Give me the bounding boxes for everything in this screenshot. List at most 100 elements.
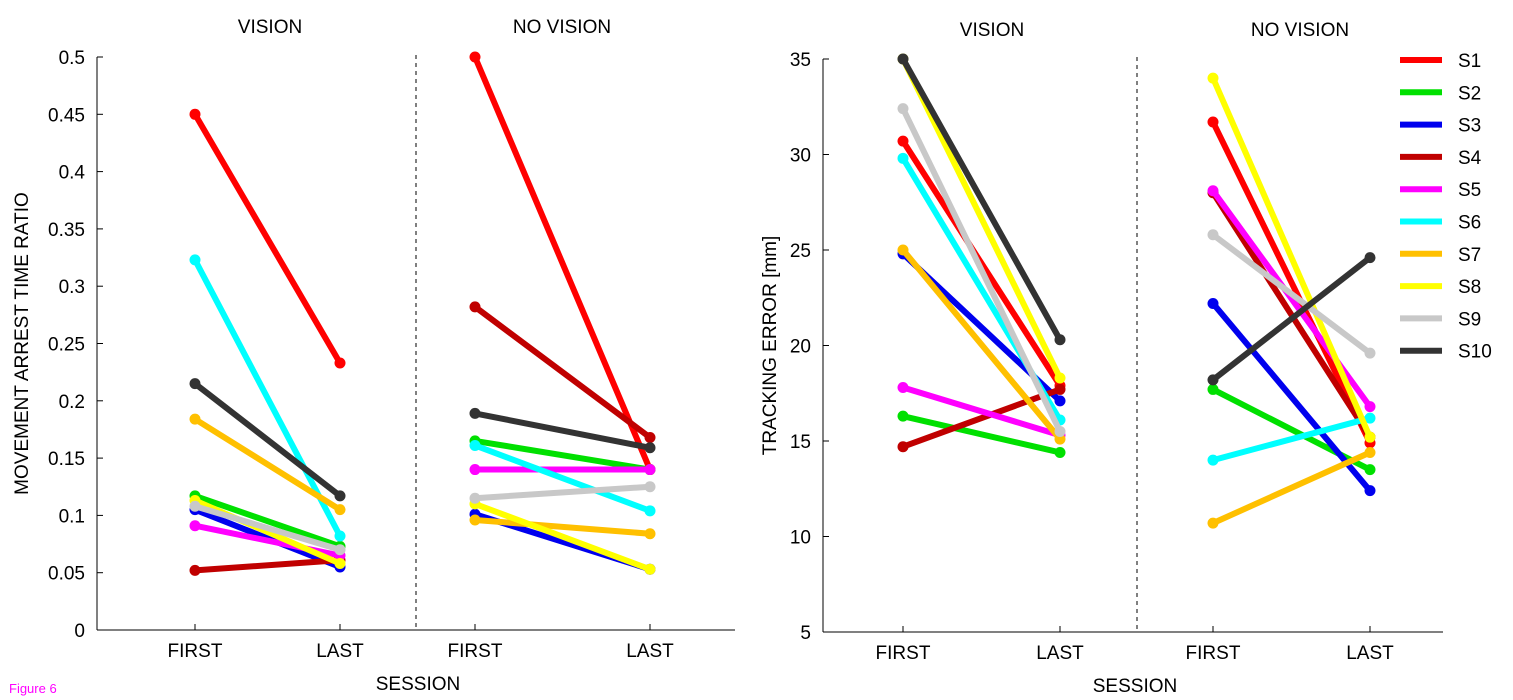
y-tick-label: 25: [790, 241, 811, 262]
y-tick-label: 0.4: [59, 163, 86, 184]
legend: S1 S2 S3 S4 S5 S6 S7 S8 S9 S10: [1400, 51, 1492, 363]
series-line-s7: [900, 247, 1063, 443]
x-tick-label: LAST: [626, 641, 674, 662]
data-point-s6: [189, 254, 201, 266]
data-point-s4: [469, 301, 481, 313]
data-point-s9: [1054, 425, 1066, 437]
data-point-s9: [1364, 347, 1376, 359]
series-line-s9: [192, 503, 343, 553]
y-tick-label: 5: [800, 623, 811, 644]
data-point-s3: [1054, 395, 1066, 407]
data-point-s5: [189, 520, 201, 532]
legend-label-s7: S7: [1458, 245, 1481, 266]
y-tick-label: 0: [74, 621, 85, 642]
series-line-s6: [472, 442, 653, 514]
data-point-s9: [469, 492, 481, 504]
y-tick-label: 0.3: [59, 277, 85, 298]
series-line-s3: [1210, 300, 1373, 494]
series-line-s10: [900, 56, 1063, 343]
data-point-s8: [1207, 72, 1219, 84]
series-line-s4: [472, 303, 653, 441]
data-point-s1: [334, 357, 346, 369]
y-tick-label: 10: [790, 528, 811, 549]
x-tick-label: FIRST: [168, 641, 223, 662]
legend-label-s5: S5: [1458, 180, 1481, 201]
x-tick-label: LAST: [316, 641, 364, 662]
data-point-s5: [469, 464, 481, 476]
condition-label: VISION: [960, 20, 1024, 41]
series-line-s4: [900, 386, 1063, 450]
series-line-s6: [192, 256, 343, 540]
series-line-s8: [472, 500, 653, 573]
figure-caption: Figure 6: [9, 681, 57, 696]
data-point-s4: [1054, 383, 1066, 395]
y-tick-label: 35: [790, 50, 811, 71]
data-point-s7: [1054, 433, 1066, 445]
series-line-s4: [1210, 189, 1373, 441]
x-axis-label: SESSION: [376, 674, 460, 695]
series-line-s8: [900, 56, 1063, 381]
data-point-s6: [1207, 454, 1219, 466]
series-line-s1: [472, 54, 653, 473]
series-line-s2: [900, 413, 1063, 456]
y-tick-label: 0.05: [48, 564, 85, 585]
data-point-s7: [644, 528, 656, 540]
data-point-s5: [644, 464, 656, 476]
data-point-s10: [644, 442, 656, 454]
data-point-s8: [644, 563, 656, 575]
legend-label-s3: S3: [1458, 116, 1481, 137]
data-point-s6: [1364, 412, 1376, 424]
series-line-s7: [192, 416, 343, 513]
condition-label: VISION: [238, 17, 302, 38]
y-tick-label: 15: [790, 432, 811, 453]
data-point-s10: [897, 53, 909, 65]
data-point-s9: [189, 500, 201, 512]
data-point-s1: [189, 108, 201, 120]
y-tick-label: 0.5: [59, 48, 85, 69]
data-point-s4: [644, 431, 656, 443]
condition-label: NO VISION: [513, 17, 611, 38]
data-point-s5: [897, 382, 909, 394]
condition-label: NO VISION: [1251, 20, 1349, 41]
x-tick-label: LAST: [1036, 643, 1084, 664]
data-point-s9: [1207, 229, 1219, 241]
data-point-s7: [189, 413, 201, 425]
data-point-s2: [897, 410, 909, 422]
y-axis-label: MOVEMENT ARREST TIME RATIO: [12, 192, 33, 495]
data-point-s3: [1364, 485, 1376, 497]
y-tick-label: 0.1: [59, 506, 85, 527]
data-point-s10: [334, 490, 346, 502]
series-line-s10: [1210, 254, 1373, 383]
data-point-s6: [644, 505, 656, 517]
data-point-s8: [334, 558, 346, 570]
legend-label-s10: S10: [1458, 342, 1492, 363]
series-line-s9: [1210, 231, 1373, 357]
data-point-s7: [1207, 517, 1219, 529]
data-point-s7: [469, 514, 481, 526]
series-line-s5: [1210, 187, 1373, 410]
data-point-s7: [334, 504, 346, 516]
chart-tracking-error: 5 10 15 20 25 30 35 TRACKING ERROR [mm] SESSION V…: [760, 20, 1443, 697]
legend-label-s2: S2: [1458, 83, 1481, 104]
series-line-s10: [472, 410, 653, 451]
series-line-s1: [192, 111, 343, 366]
y-tick-label: 0.15: [48, 449, 85, 470]
data-point-s10: [189, 378, 201, 390]
series-line-s2: [192, 492, 343, 550]
data-point-s6: [334, 530, 346, 542]
y-tick-label: 0.35: [48, 220, 85, 241]
data-point-s9: [334, 544, 346, 556]
legend-label-s6: S6: [1458, 213, 1481, 234]
chart-movement-arrest: 0 0.05 0.1 0.15 0.2 0.25 0.3 0.35 0.4 0.45 0.5 MOVE…: [12, 17, 735, 695]
data-point-s6: [897, 152, 909, 164]
y-tick-label: 30: [790, 146, 811, 167]
y-axis-label: TRACKING ERROR [mm]: [760, 236, 781, 456]
data-point-s3: [1207, 297, 1219, 309]
series-line-s9: [472, 483, 653, 502]
x-tick-label: FIRST: [448, 641, 503, 662]
series-line-s4: [192, 557, 343, 574]
data-point-s9: [644, 481, 656, 493]
data-point-s1: [1207, 116, 1219, 128]
x-tick-label: FIRST: [876, 643, 931, 664]
data-point-s4: [897, 441, 909, 453]
